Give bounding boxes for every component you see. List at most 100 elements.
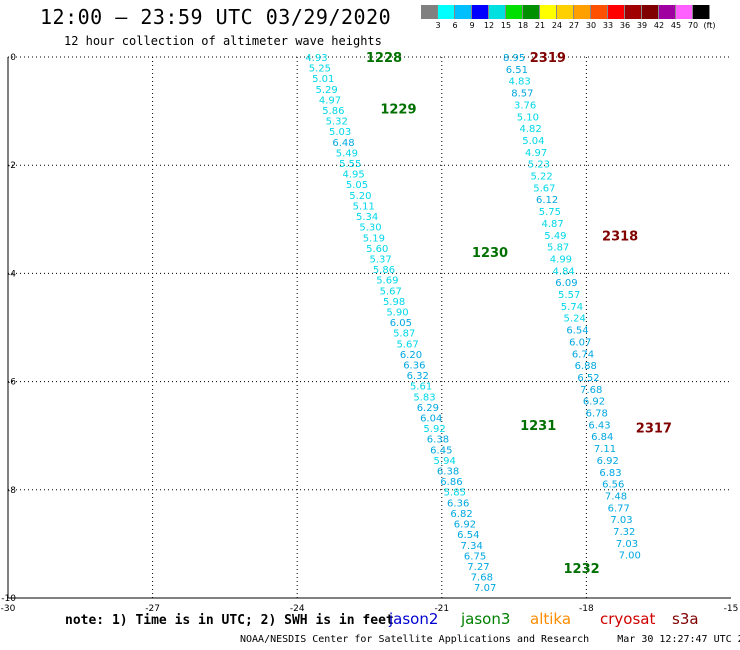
- swh-label: 7.03: [616, 539, 638, 550]
- swh-label: 4.84: [553, 266, 575, 277]
- swh-label: 7.48: [605, 491, 627, 502]
- swh-label: 5.85: [444, 488, 466, 499]
- swh-label: 5.55: [339, 159, 361, 170]
- legend-swatch: [693, 5, 710, 19]
- swh-label: 7.68: [471, 573, 493, 584]
- y-tick-label: -4: [7, 269, 16, 279]
- legend-label: 24: [551, 21, 563, 30]
- swh-label: 5.60: [366, 244, 388, 255]
- legend-label: 42: [653, 21, 665, 30]
- legend-label: 30: [585, 21, 597, 30]
- footer: NOAA/NESDIS Center for Satellite Applica…: [240, 634, 740, 645]
- legend-swatch: [676, 5, 693, 19]
- time-label: 1229: [380, 102, 416, 117]
- time-label: 2318: [602, 230, 638, 245]
- chart-title: 12:00 – 23:59 UTC 03/29/2020: [40, 5, 392, 29]
- legend-swatch: [659, 5, 676, 19]
- swh-label: 5.11: [353, 201, 375, 212]
- swh-label: 5.49: [544, 231, 566, 242]
- legend-swatch: [523, 5, 540, 19]
- legend-label: 70: [687, 21, 699, 30]
- swh-label: 6.12: [536, 195, 558, 206]
- swh-label: 4.97: [319, 95, 341, 106]
- swh-label: 5.34: [356, 212, 378, 223]
- legend-swatch: [574, 5, 591, 19]
- swh-label: 4.93: [305, 53, 327, 64]
- legend-swatch: [438, 5, 455, 19]
- swh-label: 4.95: [342, 170, 364, 181]
- swh-label: 6.54: [457, 530, 479, 541]
- legend-label: 3: [435, 21, 441, 30]
- legend-swatch: [591, 5, 608, 19]
- swh-label: 6.74: [572, 349, 594, 360]
- x-tick-label: -24: [290, 604, 305, 612]
- y-tick-label: -10: [1, 594, 16, 604]
- swh-label: 6.32: [407, 371, 429, 382]
- swh-label: 6.38: [437, 467, 459, 478]
- swh-label: 5.20: [349, 191, 371, 202]
- time-label: 2319: [530, 51, 566, 66]
- legend-swatch: [506, 5, 523, 19]
- swh-label: 5.83: [413, 392, 435, 403]
- swh-label: 7.07: [474, 583, 496, 594]
- swh-label: 4.87: [542, 219, 564, 230]
- swh-label: 7.32: [613, 527, 635, 538]
- legend-label: 33: [602, 21, 614, 30]
- swh-label: 5.87: [393, 329, 415, 340]
- swh-label: 5.69: [376, 276, 398, 287]
- swh-label: 6.88: [575, 361, 597, 372]
- swh-label: 6.20: [400, 350, 422, 361]
- y-tick-label: -6: [7, 378, 16, 388]
- swh-label: 5.67: [533, 183, 555, 194]
- swh-label: 6.09: [555, 278, 577, 289]
- swh-label: 5.67: [396, 339, 418, 350]
- swh-label: 5.25: [309, 64, 331, 75]
- legend-label: 18: [517, 21, 529, 30]
- time-label: 1232: [563, 562, 599, 577]
- swh-label: 5.86: [322, 106, 344, 117]
- x-tick-label: -30: [1, 604, 16, 612]
- swh-label: 5.29: [315, 85, 337, 96]
- swh-label: 5.90: [386, 307, 408, 318]
- swh-label: 6.36: [403, 361, 425, 372]
- swh-label: 6.29: [417, 403, 439, 414]
- swh-label: 5.22: [531, 172, 553, 183]
- swh-label: 5.67: [380, 286, 402, 297]
- swh-label: 5.10: [517, 112, 539, 123]
- swh-label: 5.49: [336, 148, 358, 159]
- legend-swatch: [455, 5, 472, 19]
- x-tick-label: -15: [724, 604, 739, 612]
- swh-label: 4.82: [519, 124, 541, 135]
- legend-swatch: [421, 5, 438, 19]
- swh-label: 7.11: [594, 444, 616, 455]
- legend-label: 12: [483, 21, 495, 30]
- swh-label: 8.95: [503, 53, 525, 64]
- y-tick-label: -2: [7, 161, 16, 171]
- legend-label: 9: [469, 21, 475, 30]
- swh-label: 5.04: [522, 136, 544, 147]
- time-label: 1230: [472, 246, 508, 261]
- swh-label: 6.52: [577, 373, 599, 384]
- swh-label: 6.82: [450, 509, 472, 520]
- swh-label: 6.92: [454, 520, 476, 531]
- swh-label: 5.23: [528, 160, 550, 171]
- x-tick-label: -18: [579, 604, 594, 612]
- legend-swatch: [472, 5, 489, 19]
- swh-label: 8.57: [511, 89, 533, 100]
- legend-swatches: [421, 5, 740, 19]
- time-label: 2317: [636, 422, 672, 437]
- swh-label: 5.37: [369, 254, 391, 265]
- swh-label: 6.45: [430, 445, 452, 456]
- swh-label: 6.92: [597, 456, 619, 467]
- swh-label: 5.98: [383, 297, 405, 308]
- swh-label: 5.05: [346, 180, 368, 191]
- swh-label: 6.78: [586, 409, 608, 420]
- swh-label: 5.86: [373, 265, 395, 276]
- legend-swatch: [489, 5, 506, 19]
- swh-label: 7.34: [461, 541, 483, 552]
- swh-label: 6.51: [506, 65, 528, 76]
- swh-label: 7.68: [580, 385, 602, 396]
- legend-swatch: [608, 5, 625, 19]
- legend-label: 15: [500, 21, 512, 30]
- swh-label: 6.83: [599, 468, 621, 479]
